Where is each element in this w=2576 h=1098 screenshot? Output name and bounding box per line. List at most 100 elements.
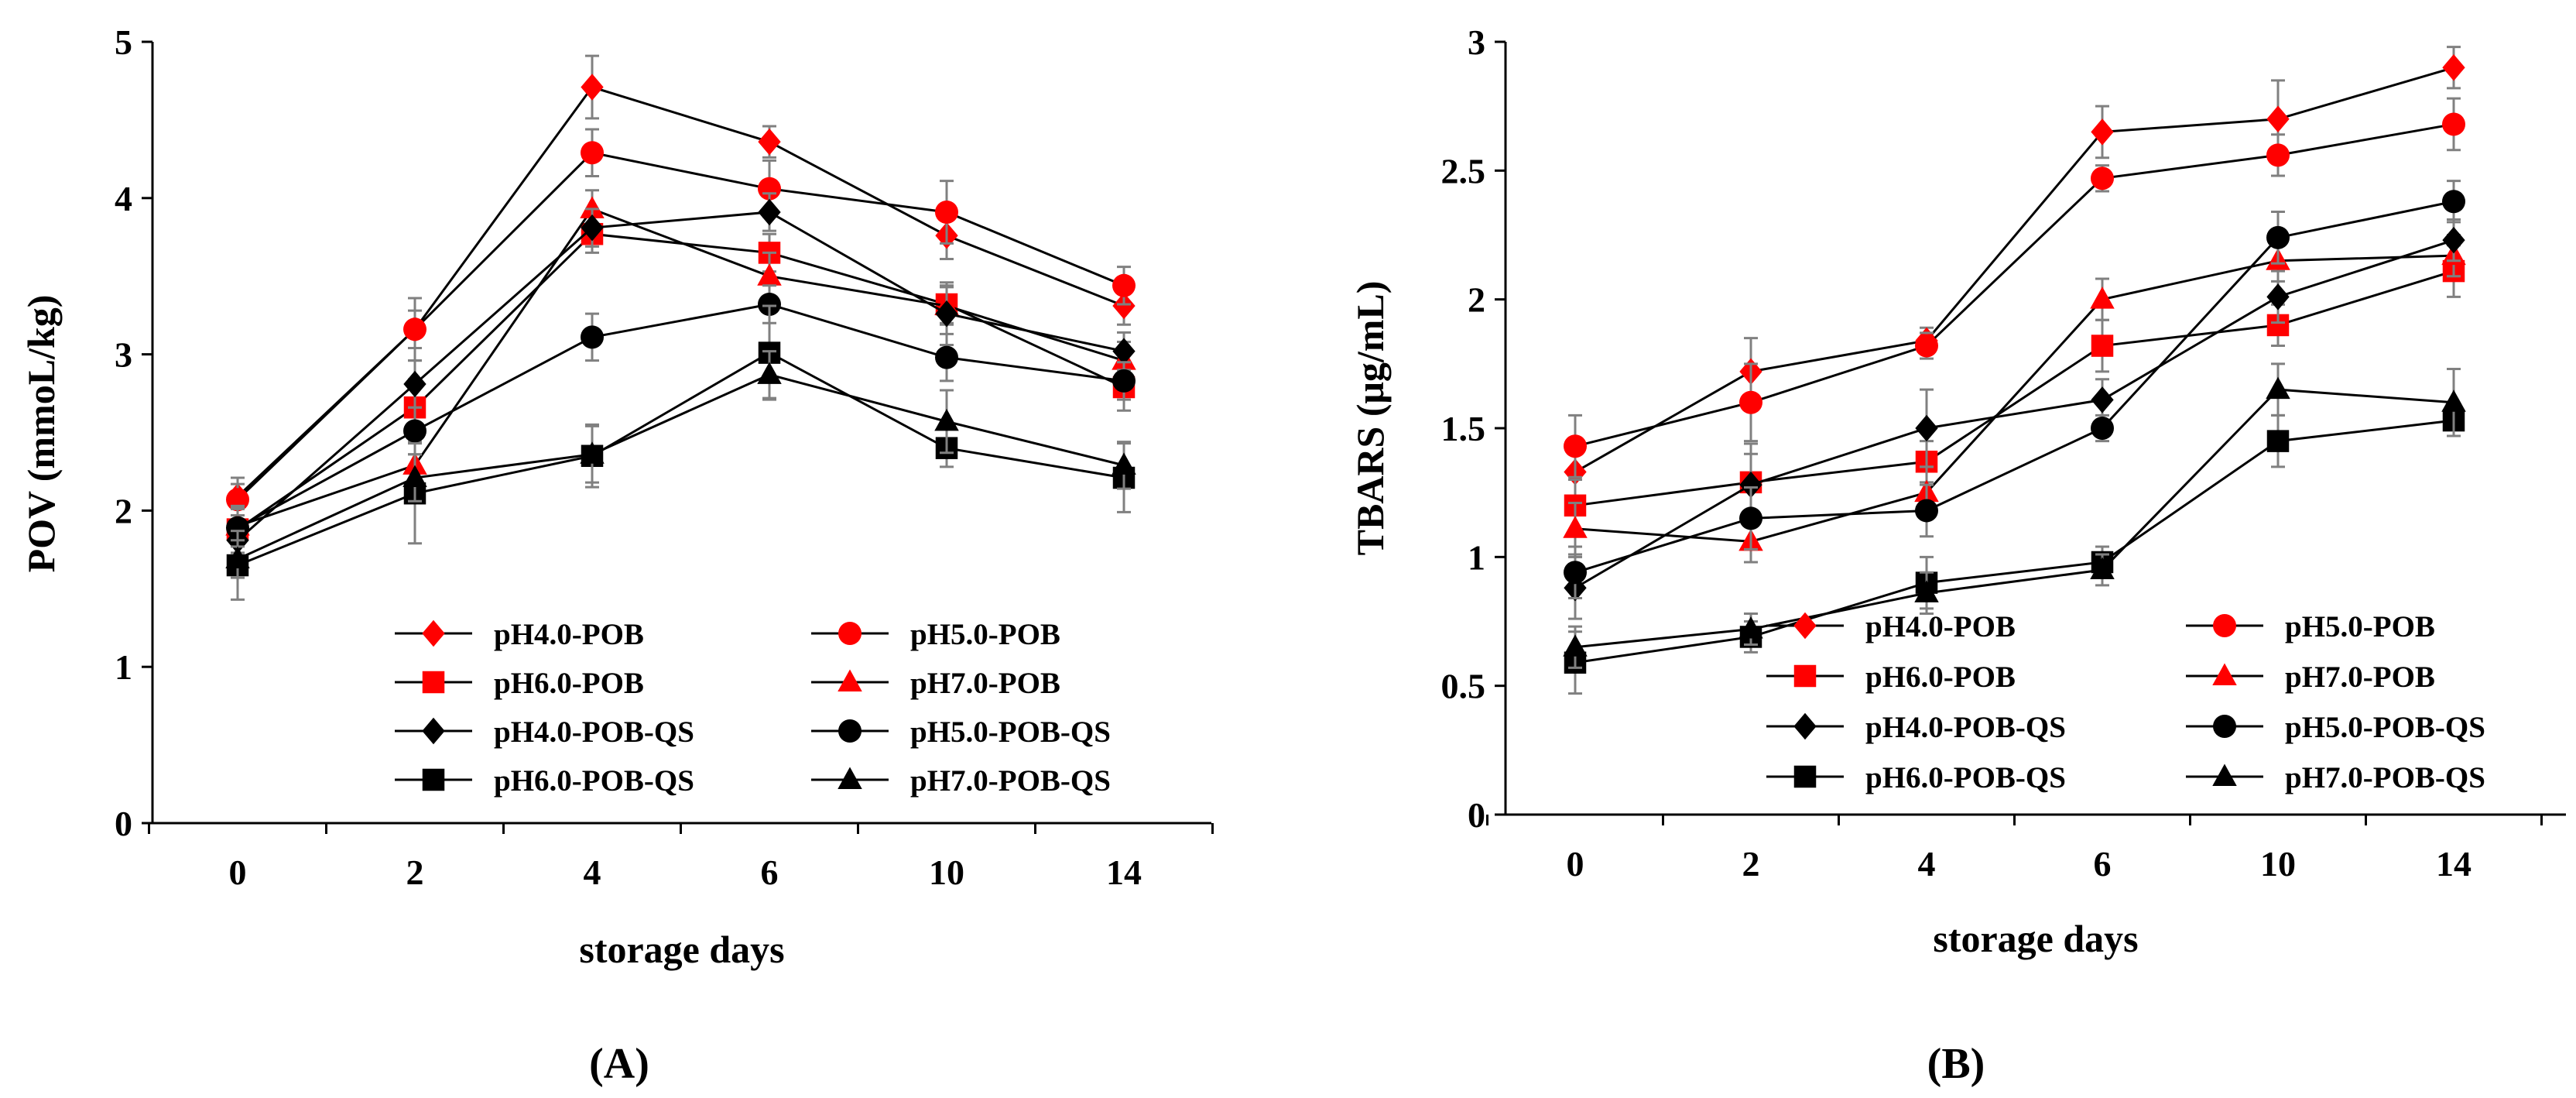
legend-marker — [1793, 712, 1817, 740]
data-point — [2441, 389, 2466, 412]
data-point — [2266, 430, 2290, 452]
y-tick-label: 5 — [115, 22, 132, 62]
legend-label: pH5.0-POB-QS — [2285, 711, 2485, 744]
series-pH7.0-POB-QS — [225, 350, 1136, 579]
series-line — [236, 151, 1125, 501]
legend-marker — [2212, 663, 2237, 685]
data-point — [1564, 434, 1587, 458]
series-pH4.0-POB — [226, 54, 1136, 516]
y-tick-label: 0 — [115, 804, 132, 843]
x-tick-label: 6 — [2094, 844, 2112, 884]
data-point — [935, 345, 958, 369]
series-line — [237, 351, 1125, 567]
y-tick-label: 2 — [1468, 280, 1485, 320]
data-point — [2091, 166, 2114, 190]
data-point — [581, 141, 604, 165]
data-point — [403, 317, 426, 341]
y-tick-label: 0 — [1468, 795, 1485, 835]
data-point — [934, 408, 959, 431]
legend-marker — [2212, 763, 2237, 786]
legend-marker — [1793, 612, 1817, 640]
x-tick-label: 14 — [1106, 853, 1142, 892]
data-point — [581, 325, 604, 349]
legend-label: pH7.0-POB — [910, 667, 1060, 700]
data-point — [935, 200, 958, 224]
series-line — [236, 85, 1125, 498]
x-tick-label: 2 — [406, 853, 424, 892]
data-point — [2266, 376, 2290, 400]
legend-label: pH6.0-POB — [1865, 661, 2016, 694]
series-pH4.0-POB — [1564, 46, 2465, 499]
legend-marker — [1793, 664, 1817, 688]
y-tick-label: 3 — [1468, 22, 1485, 62]
legend-label: pH7.0-POB — [2285, 661, 2435, 694]
data-point — [2442, 112, 2465, 136]
series-line — [1574, 269, 2454, 507]
y-tick-label: 1 — [115, 647, 132, 687]
data-point — [2442, 190, 2465, 214]
data-point — [1739, 471, 1762, 499]
legend-label: pH4.0-POB-QS — [494, 715, 694, 749]
series-line — [1574, 200, 2454, 574]
series-line — [1574, 238, 2454, 589]
series-line — [237, 303, 1125, 529]
data-point — [403, 419, 426, 443]
data-point — [580, 196, 605, 218]
panel-label: (A) — [589, 1040, 649, 1088]
legend-label: pH4.0-POB — [1865, 610, 2016, 643]
data-point — [225, 546, 250, 568]
legend-marker — [422, 717, 445, 745]
x-tick-label: 10 — [2260, 844, 2296, 884]
series-pH7.0-POB — [1563, 234, 2466, 564]
legend-marker — [422, 619, 445, 647]
data-point — [1915, 334, 1938, 358]
x-axis-title: storage days — [1933, 917, 2138, 960]
data-point — [1738, 616, 1763, 639]
data-point — [2266, 283, 2290, 311]
legend-label: pH7.0-POB-QS — [2285, 761, 2485, 794]
data-point — [1563, 634, 1588, 657]
x-tick-label: 10 — [929, 853, 964, 892]
legend: pH4.0-POB pH5.0-POB pH6.0-POB pH7.0-POB pH4.… — [1766, 610, 2485, 794]
data-point — [1112, 452, 1136, 475]
data-point — [2442, 226, 2465, 254]
legend: pH4.0-POB pH5.0-POB pH6.0-POB pH7.0-POB pH4.… — [395, 618, 1111, 798]
data-point — [1112, 273, 1136, 297]
data-point — [2266, 225, 2290, 249]
data-point — [2090, 287, 2115, 309]
data-point — [758, 198, 781, 226]
data-point — [2091, 335, 2114, 357]
data-point — [935, 300, 958, 328]
data-point — [1914, 580, 1939, 602]
series-line — [1574, 388, 2454, 649]
data-point — [2091, 118, 2114, 146]
data-point — [1112, 369, 1136, 393]
data-point — [1915, 414, 1938, 442]
series-line — [1574, 122, 2454, 448]
legend-label: pH7.0-POB-QS — [910, 764, 1111, 798]
series-pH5.0-POB — [1564, 97, 2465, 479]
legend-marker — [838, 767, 862, 789]
data-point — [2266, 143, 2290, 167]
legend-marker — [1793, 765, 1817, 788]
x-tick-label: 2 — [1742, 844, 1760, 884]
series-pH7.0-POB-QS — [1563, 362, 2466, 669]
y-tick-label: 1 — [1468, 537, 1485, 577]
x-tick-label: 0 — [229, 853, 247, 892]
y-tick-label: 3 — [115, 335, 132, 375]
x-tick-label: 4 — [1918, 844, 1936, 884]
data-point — [758, 128, 781, 156]
data-point — [580, 441, 605, 464]
x-axis-title: storage days — [579, 928, 784, 971]
data-point — [2266, 105, 2290, 133]
y-tick-label: 1.5 — [1441, 409, 1486, 448]
data-point — [226, 516, 249, 540]
x-tick-label: 0 — [1567, 844, 1584, 884]
data-point — [402, 465, 427, 488]
y-tick-label: 0.5 — [1441, 667, 1486, 706]
legend-label: pH6.0-POB-QS — [494, 764, 694, 798]
y-tick-label: 4 — [115, 179, 132, 218]
series-pH6.0-POB-QS — [1564, 403, 2465, 695]
legend-marker — [2213, 715, 2236, 738]
data-point — [1112, 292, 1136, 320]
